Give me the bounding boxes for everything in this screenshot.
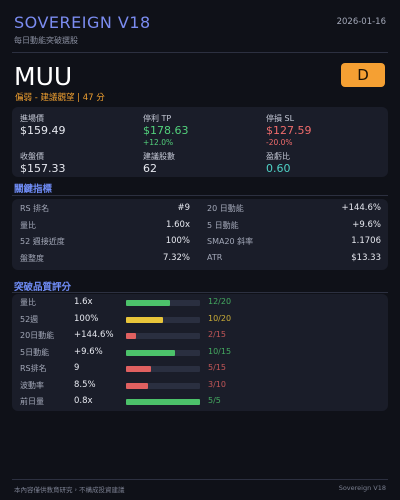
report-date: 2026-01-16 [336, 17, 386, 27]
score-bar [126, 399, 200, 405]
divider [12, 52, 388, 53]
price-value: $178.63 [143, 124, 189, 137]
score-track [126, 399, 200, 405]
metric-value: +9.6% [352, 219, 381, 230]
score-track [126, 300, 200, 306]
score-panel: 量比 1.6x 12/20 52週 100% 10/20 20日動能 +144.6% 2/15 5… [12, 294, 388, 411]
score-value: 100% [74, 313, 99, 324]
score-bar [126, 366, 151, 372]
metric-label: 盤整度 [20, 253, 44, 263]
divider [12, 479, 388, 480]
metric-label: RS 排名 [20, 204, 50, 213]
score-text: 10/20 [208, 313, 232, 323]
score-text: 10/15 [208, 346, 232, 356]
score-value: 0.8x [74, 396, 93, 406]
score-text: 3/10 [208, 379, 226, 389]
score-track [126, 333, 200, 339]
score-bar [126, 300, 171, 306]
metric-value: 100% [165, 236, 190, 246]
price-label: 盈虧比 [266, 152, 290, 161]
score-label: 前日量 [20, 397, 44, 406]
metric-label: 量比 [20, 220, 36, 230]
score-value: 1.6x [74, 297, 93, 307]
divider [12, 292, 388, 293]
score-label: RS排名 [20, 364, 47, 373]
metric-label: 20 日動能 [207, 204, 244, 213]
score-text: 2/15 [208, 330, 226, 339]
price-label: 建議股數 [143, 152, 175, 161]
score-label: 52週 [20, 314, 39, 324]
metric-label: 5 日動能 [207, 220, 239, 230]
disclaimer: 本內容僅供教育研究，不構成投資建議 [14, 486, 125, 494]
score-track [126, 382, 200, 389]
price-label: 進場價 [20, 114, 44, 123]
metric-value: 7.32% [162, 252, 190, 263]
metric-value: #9 [177, 203, 190, 213]
divider [12, 195, 388, 196]
ticker: MUU [14, 62, 73, 91]
price-value: $127.59 [266, 124, 312, 137]
score-label: 波動率 [20, 380, 44, 390]
score-value: 8.5% [74, 379, 96, 390]
price-change: -20.0% [266, 138, 293, 147]
score-track [126, 316, 200, 323]
section-title: 突破品質評分 [14, 282, 72, 293]
metric-label: SMA20 斜率 [207, 237, 254, 246]
metrics-panel: RS 排名 #9 20 日動能 +144.6% 量比 1.60x 5 日動能 +9.6% 52 … [12, 199, 388, 270]
score-label: 20日動能 [20, 331, 55, 340]
rating: 偏弱 - 建議觀望 | 47 分 [15, 93, 105, 103]
metric-value: 1.1706 [351, 236, 381, 246]
score-value: +9.6% [74, 346, 103, 357]
metric-value: $13.33 [351, 252, 381, 263]
metric-label: 52 週接近度 [20, 237, 65, 246]
brand: Sovereign V18 [338, 484, 386, 492]
price-panel: 進場價 $159.49 停利 TP $178.63 +12.0% 停損 SL $127.59… [12, 107, 388, 177]
section-title: 關鍵指標 [14, 184, 53, 195]
price-value: $159.49 [20, 124, 66, 137]
price-label: 停利 TP [143, 114, 172, 123]
price-change: +12.0% [143, 138, 174, 147]
score-text: 5/15 [208, 363, 226, 372]
score-track [126, 349, 200, 356]
score-track [126, 366, 200, 372]
app-title: SOVEREIGN V18 [14, 13, 151, 32]
metric-value: +144.6% [341, 203, 381, 213]
score-bar [126, 333, 136, 339]
grade-badge: D [341, 63, 385, 87]
metric-label: ATR [207, 252, 223, 262]
metric-value: 1.60x [166, 219, 190, 230]
price-label: 收盤價 [20, 152, 44, 161]
score-bar [126, 316, 163, 323]
score-label: 量比 [20, 298, 36, 307]
score-bar [126, 349, 176, 356]
score-text: 12/20 [208, 297, 232, 306]
price-value: 62 [143, 162, 157, 175]
score-value: +144.6% [74, 330, 114, 340]
price-value: 0.60 [266, 162, 291, 175]
score-bar [126, 382, 149, 389]
score-text: 5/5 [208, 396, 221, 405]
score-label: 5日動能 [20, 347, 50, 357]
app-subtitle: 每日動能突破選股 [14, 36, 78, 45]
price-value: $157.33 [20, 162, 66, 175]
price-label: 停損 SL [266, 114, 295, 123]
score-value: 9 [74, 363, 80, 373]
